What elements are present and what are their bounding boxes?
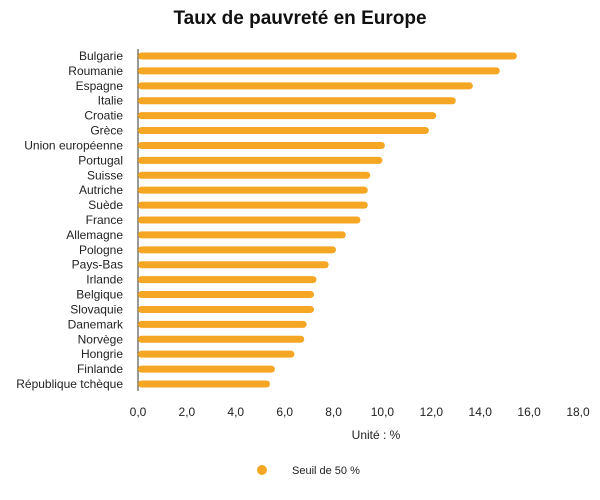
bar — [138, 261, 329, 269]
bar — [138, 171, 371, 179]
bar — [138, 305, 314, 313]
category-label: Suède — [88, 198, 123, 212]
category-label: Croatie — [84, 109, 123, 123]
x-tick-label: 4,0 — [227, 405, 244, 419]
category-label: Irlande — [86, 273, 123, 287]
category-label: République tchèque — [16, 377, 123, 391]
x-tick-label: 18,0 — [566, 405, 590, 419]
bar — [138, 231, 346, 239]
bar — [138, 335, 305, 343]
bar — [138, 380, 270, 388]
category-label: Belgique — [76, 288, 123, 302]
x-tick-label: 0,0 — [130, 405, 147, 419]
category-label: Hongrie — [81, 347, 123, 361]
bar — [138, 141, 385, 149]
category-label: Allemagne — [66, 228, 123, 242]
category-label: Portugal — [78, 153, 123, 167]
bar — [138, 201, 368, 209]
category-label: Suisse — [87, 168, 123, 182]
bar — [138, 186, 368, 194]
chart-title: Taux de pauvreté en Europe — [173, 8, 427, 29]
x-tick-label: 12,0 — [420, 405, 444, 419]
x-axis-title: Unité : % — [352, 428, 401, 442]
bar — [138, 67, 500, 75]
bar — [138, 291, 314, 299]
x-tick-label: 2,0 — [179, 405, 196, 419]
bar — [138, 216, 361, 224]
bar — [138, 112, 437, 120]
bar — [138, 320, 307, 328]
category-label: France — [86, 213, 124, 227]
bar — [138, 52, 517, 60]
bar — [138, 82, 473, 90]
x-tick-label: 14,0 — [469, 405, 493, 419]
category-label: Bulgarie — [79, 49, 123, 63]
bar — [138, 276, 317, 284]
x-tick-label: 16,0 — [517, 405, 541, 419]
legend-marker — [257, 465, 267, 475]
legend-label: Seuil de 50 % — [292, 465, 360, 477]
x-tick-label: 6,0 — [276, 405, 293, 419]
category-label: Grèce — [90, 124, 123, 138]
category-label: Pays-Bas — [72, 258, 123, 272]
bar — [138, 97, 456, 105]
category-label: Pologne — [79, 243, 123, 257]
bar — [138, 156, 383, 164]
bar — [138, 350, 295, 358]
category-label: Norvège — [78, 332, 124, 346]
category-label: Slovaquie — [70, 302, 123, 316]
category-label: Union européenne — [24, 138, 123, 152]
x-tick-label: 8,0 — [325, 405, 342, 419]
category-label: Danemark — [68, 317, 124, 331]
bar — [138, 365, 275, 373]
category-label: Roumanie — [68, 64, 123, 78]
category-label: Finlande — [77, 362, 123, 376]
category-label: Autriche — [79, 183, 123, 197]
x-tick-label: 10,0 — [371, 405, 395, 419]
bar — [138, 127, 429, 135]
bar — [138, 246, 336, 254]
category-label: Espagne — [76, 79, 124, 93]
category-label: Italie — [98, 94, 124, 108]
